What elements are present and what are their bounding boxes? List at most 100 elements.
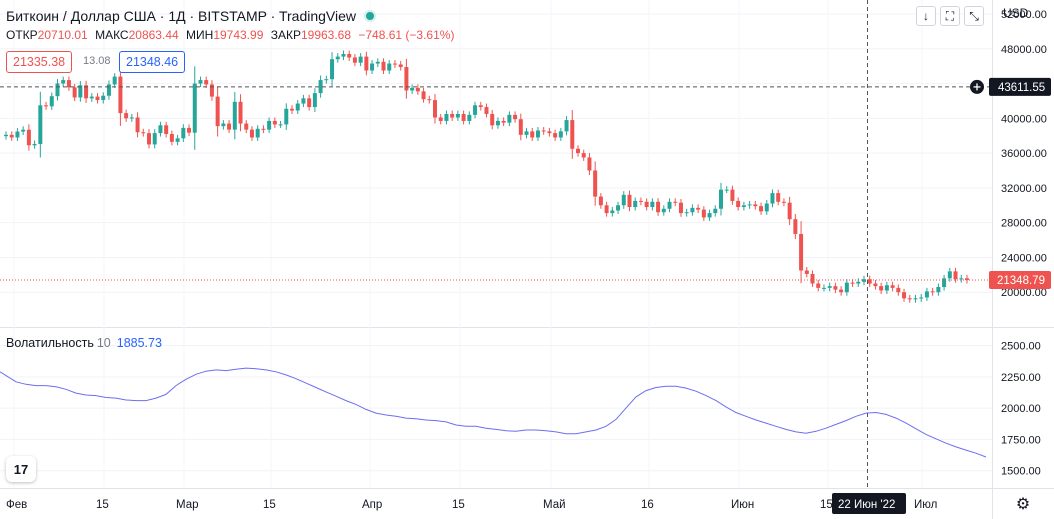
candle-body	[530, 131, 535, 138]
price-tick-label: 48000.00	[1001, 44, 1047, 56]
candle-body	[364, 56, 369, 71]
candle-body	[907, 298, 912, 300]
candle-body	[9, 134, 14, 138]
candle-body	[335, 56, 340, 60]
candle-body	[278, 124, 283, 126]
candle-body	[833, 286, 838, 290]
candle-body	[478, 105, 483, 108]
gear-icon[interactable]: ⚙	[1015, 496, 1031, 513]
arrow-down-icon[interactable]: ↓	[916, 6, 936, 26]
candles	[4, 50, 969, 303]
volatility-series	[0, 367, 987, 458]
close-value: 19963.68	[300, 28, 352, 42]
volatility-tick-label: 1750.00	[1001, 434, 1041, 446]
candle-body	[375, 61, 380, 64]
candle-body	[616, 205, 621, 211]
candle-body	[947, 271, 952, 279]
candle-body	[181, 127, 186, 139]
time-tick-label: 15	[263, 499, 276, 511]
candle-body	[821, 287, 826, 289]
time-tick-label: 15	[96, 499, 109, 511]
candle-body	[141, 132, 146, 134]
candle-body	[850, 282, 855, 284]
candle-body	[839, 289, 844, 293]
candle-body	[381, 61, 386, 71]
candle-body	[507, 114, 512, 123]
open-value: 20710.01	[37, 28, 88, 42]
candle-body	[341, 53, 346, 57]
currency-selector[interactable]: USD	[1003, 6, 1029, 20]
candle-body	[816, 283, 821, 288]
candle-body	[667, 201, 672, 209]
candle-body	[84, 85, 89, 99]
candle-body	[684, 212, 689, 214]
candle-body	[484, 107, 489, 114]
indicator-name: Волатильность	[6, 336, 94, 350]
candle-body	[290, 108, 294, 111]
candle-body	[427, 99, 432, 101]
candle-body	[455, 113, 460, 118]
candle-body	[152, 133, 157, 145]
candle-body	[793, 219, 798, 234]
time-tick-label: Май	[543, 499, 566, 511]
candle-body	[26, 129, 31, 146]
candle-body	[147, 133, 151, 145]
candle-body	[392, 63, 397, 65]
candle-body	[953, 271, 958, 280]
candle-body	[473, 105, 478, 115]
buy-price-button[interactable]: 21348.46	[119, 51, 186, 73]
indicator-legend[interactable]: Волатильность 10 1885.73	[6, 336, 162, 350]
time-tick-label: 15	[820, 499, 833, 511]
candle-body	[610, 210, 615, 214]
high-label: МАКС	[95, 28, 129, 42]
tradingview-logo-icon[interactable]: 17	[6, 456, 36, 482]
volatility-tick-label: 2000.00	[1001, 403, 1041, 415]
candle-body	[736, 200, 741, 208]
change-value: −748.61 (−3.61%)	[358, 28, 455, 42]
candle-body	[633, 200, 638, 208]
crosshair-date-label: 22 Июн '22	[838, 499, 895, 511]
candle-body	[884, 285, 889, 291]
candle-body	[404, 67, 409, 91]
indicator-param: 10	[96, 336, 111, 350]
candle-body	[89, 96, 94, 99]
candle-body	[804, 270, 809, 274]
candle-body	[78, 85, 83, 98]
price-tick-label: 52000.00	[1001, 9, 1047, 21]
time-tick-label: 16	[641, 499, 654, 511]
candle-body	[827, 286, 832, 288]
market-status-icon	[364, 10, 376, 22]
candle-body	[370, 63, 375, 71]
candle-body	[558, 131, 563, 138]
ohlc-values: ОТКР20710.01 МАКС20863.44 МИН19743.99 ЗА…	[6, 28, 458, 42]
candle-body	[593, 170, 598, 197]
candle-body	[719, 189, 723, 209]
sell-price-button[interactable]: 21335.38	[6, 51, 73, 73]
candle-body	[576, 148, 580, 154]
candle-body	[135, 117, 140, 133]
candle-body	[495, 120, 500, 126]
candle-body	[696, 207, 701, 210]
candle-body	[66, 80, 71, 88]
fullscreen-icon[interactable]: ⛶	[940, 6, 960, 26]
candle-body	[95, 96, 100, 101]
candle-body	[810, 273, 815, 284]
candle-body	[701, 209, 706, 218]
candle-body	[501, 120, 506, 123]
candle-body	[261, 128, 266, 130]
candle-body	[587, 157, 592, 171]
candle-body	[249, 129, 254, 138]
candle-body	[867, 279, 872, 284]
candle-body	[650, 201, 655, 208]
candle-body	[879, 286, 884, 291]
price-tick-label: 28000.00	[1001, 218, 1047, 230]
candle-body	[204, 80, 209, 85]
candle-body	[398, 64, 403, 68]
maximize-icon[interactable]: ⤡	[964, 6, 984, 26]
candle-body	[570, 120, 575, 149]
candle-body	[61, 80, 66, 84]
low-label: МИН	[186, 28, 214, 42]
low-value: 19743.99	[213, 28, 264, 42]
